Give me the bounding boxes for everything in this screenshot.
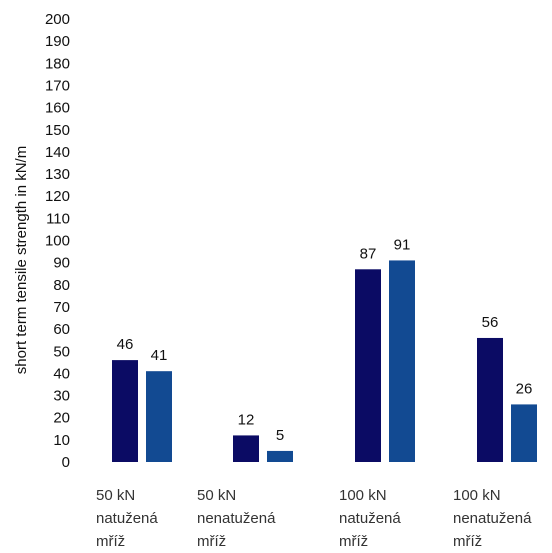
y-axis-ticks: 0 10 20 30 40 50 60 70 80 90 100 110 120 130 140 150 160… xyxy=(45,11,70,471)
bar xyxy=(477,337,503,462)
y-tick-label: 190 xyxy=(45,33,70,50)
data-label: 12 xyxy=(238,411,255,428)
category-label-line: 100 kN xyxy=(453,487,501,504)
category-label-line: mříž xyxy=(197,533,227,550)
data-label: 56 xyxy=(482,314,499,331)
data-label: 26 xyxy=(516,380,533,397)
y-tick-label: 110 xyxy=(46,210,70,227)
data-label: 46 xyxy=(117,336,134,353)
category-label-line: 100 kN xyxy=(339,487,387,504)
bar xyxy=(112,360,138,462)
bar xyxy=(267,450,293,462)
bar xyxy=(511,404,537,462)
y-tick-label: 10 xyxy=(53,432,70,449)
y-tick-label: 20 xyxy=(53,410,70,427)
bar xyxy=(389,260,415,462)
y-tick-label: 30 xyxy=(53,388,70,405)
category-label-line: 50 kN xyxy=(197,487,237,504)
data-label: 5 xyxy=(276,427,284,444)
category-label: 100 kN nenatužená mříž xyxy=(453,484,531,553)
category-label-line: natužená xyxy=(339,510,401,527)
y-axis-label: short term tensile strength in kN/m xyxy=(13,146,30,374)
category-label: 50 kN natužená mříž xyxy=(96,484,158,553)
y-tick-label: 150 xyxy=(45,122,70,139)
category-label-line: mříž xyxy=(339,533,369,550)
data-label: 87 xyxy=(360,245,377,262)
y-tick-label: 170 xyxy=(45,77,70,94)
y-tick-label: 180 xyxy=(45,55,70,72)
data-label: 41 xyxy=(151,347,168,364)
category-label: 50 kN nenatužená mříž xyxy=(197,484,275,553)
y-tick-label: 60 xyxy=(53,321,70,338)
category-label-line: nenatužená xyxy=(453,510,532,527)
y-tick-label: 0 xyxy=(62,454,70,471)
y-tick-label: 100 xyxy=(45,233,70,250)
y-tick-label: 40 xyxy=(53,365,70,382)
category-label-line: mříž xyxy=(453,533,483,550)
y-tick-label: 160 xyxy=(45,100,70,117)
y-tick-label: 70 xyxy=(53,299,70,316)
y-tick-label: 80 xyxy=(53,277,70,294)
data-label: 91 xyxy=(394,236,411,253)
bar xyxy=(355,269,381,462)
category-label-line: nenatužená xyxy=(197,510,276,527)
y-tick-label: 140 xyxy=(45,144,70,161)
y-tick-label: 90 xyxy=(53,255,70,272)
data-labels: 46 12 87 56 41 5 91 26 xyxy=(117,236,533,443)
category-label-line: natužená xyxy=(96,510,158,527)
category-label-line: mříž xyxy=(96,533,126,550)
y-tick-label: 200 xyxy=(45,11,70,28)
y-tick-label: 50 xyxy=(53,343,70,360)
bars xyxy=(112,260,537,462)
bar xyxy=(233,435,259,462)
y-tick-label: 130 xyxy=(45,166,70,183)
y-tick-label: 120 xyxy=(45,188,70,205)
bar xyxy=(146,371,172,462)
category-label-line: 50 kN xyxy=(96,487,136,504)
category-label: 100 kN natužená mříž xyxy=(339,484,401,553)
